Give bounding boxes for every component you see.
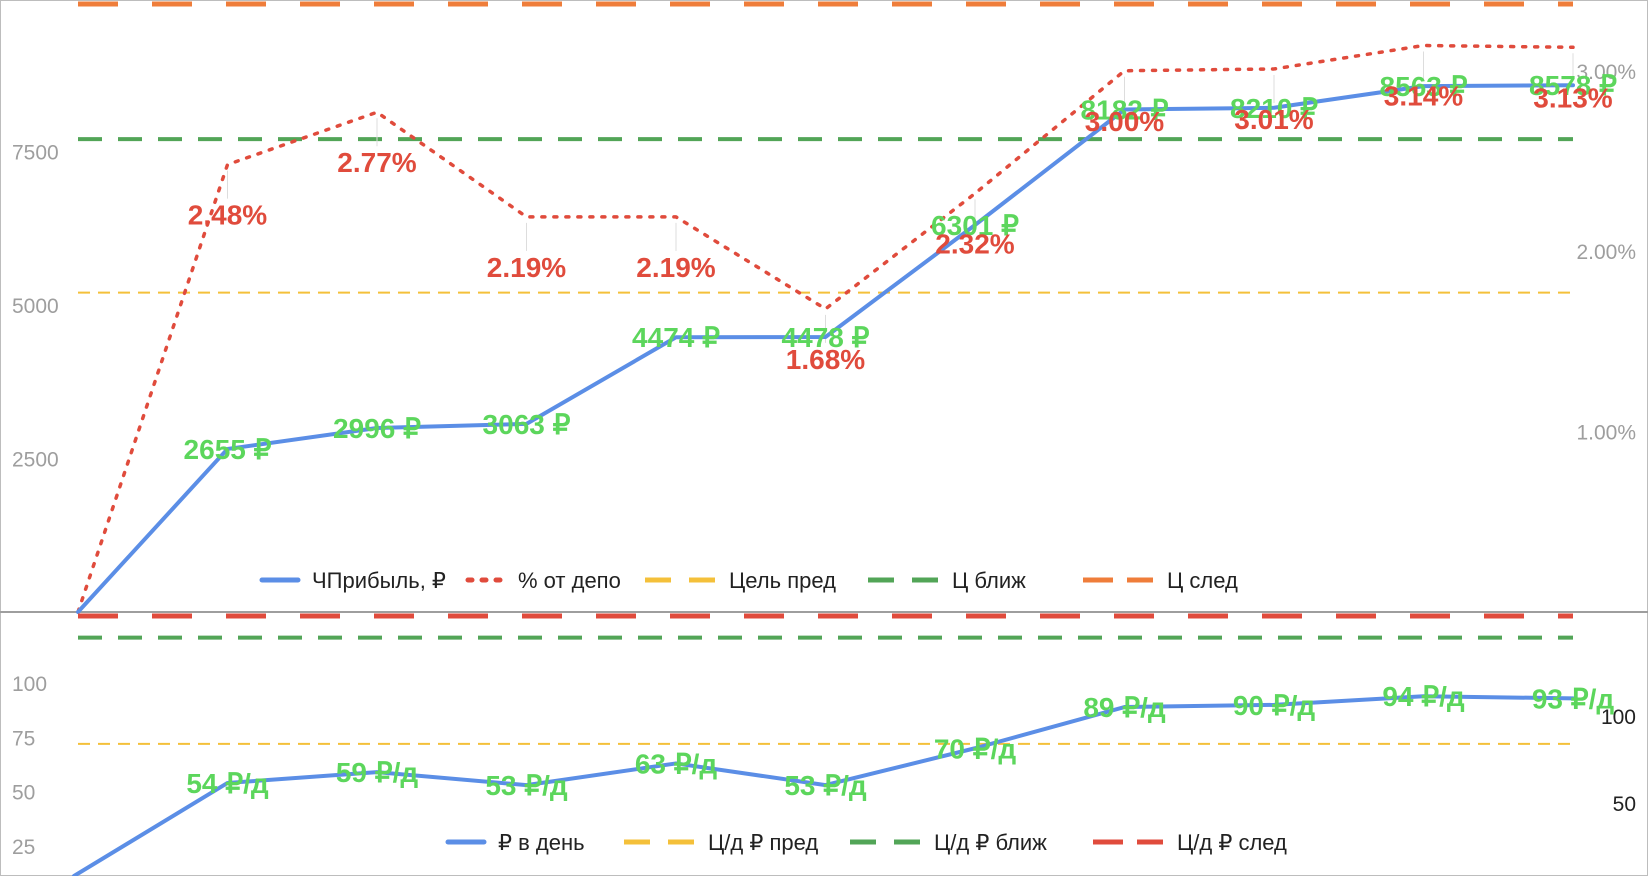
daily-data-label: 90 ₽/д <box>1233 690 1316 721</box>
y-axis-tick-label: 25 <box>12 836 35 859</box>
y2-axis-tick-label: 1.00% <box>1576 422 1636 445</box>
daily-data-label: 59 ₽/д <box>336 757 419 788</box>
y-axis-tick-label: 100 <box>12 673 47 696</box>
profit-data-label: 8182 ₽ <box>1081 95 1169 126</box>
daily-series-line <box>72 694 1575 876</box>
pct-data-label: 2.19% <box>636 252 715 283</box>
y2-axis-tick-label: 50 <box>1613 793 1636 816</box>
y-axis-tick-label: 5000 <box>12 295 59 318</box>
profit-chart: 2500 5000 7500 1.00% 2.00% 3.00% 2655 ₽ 2996 ₽ 3… <box>12 1 1636 614</box>
profit-data-label: 4478 ₽ <box>782 322 870 353</box>
y2-axis-tick-label: 3.00% <box>1576 61 1636 84</box>
daily-data-label: 54 ₽/д <box>186 768 269 799</box>
y-axis-tick-label: 2500 <box>12 448 59 471</box>
top-legend: ЧПрибыль, ₽ % от депо Цель пред Ц ближ Ц сле… <box>259 568 1238 593</box>
legend-label: Ц/д ₽ след <box>1177 830 1287 855</box>
pct-data-label: 3.14% <box>1384 80 1463 111</box>
legend-label: Ц ближ <box>952 568 1026 593</box>
y2-axis-tick-label: 100 <box>1601 706 1636 729</box>
profit-data-label: 2655 ₽ <box>184 434 272 465</box>
y2-axis-tick-label: 2.00% <box>1576 241 1636 264</box>
y-axis-tick-label: 75 <box>12 727 35 750</box>
pct-data-label: 2.32% <box>935 228 1014 259</box>
profit-data-label: 8578 ₽ <box>1529 70 1617 101</box>
pct-data-label: 2.77% <box>337 147 416 178</box>
bottom-legend: ₽ в день Ц/д ₽ пред Ц/д ₽ ближ Ц/д ₽ след <box>445 830 1287 855</box>
profit-data-label: 6301 ₽ <box>931 210 1019 241</box>
profit-data-label: 8563 ₽ <box>1380 71 1468 102</box>
daily-profit-chart: 25 50 75 100 50 100 54 ₽/д 59 ₽/д 53 ₽/д 63 ₽/д 53… <box>12 613 1636 876</box>
profit-data-label: 2996 ₽ <box>333 413 421 444</box>
pct-data-label: 3.01% <box>1234 104 1313 135</box>
legend-label: Ц/д ₽ пред <box>708 830 818 855</box>
y-axis-tick-label: 7500 <box>12 141 59 164</box>
pct-data-label: 3.13% <box>1533 82 1612 113</box>
daily-data-label: 53 ₽/д <box>784 770 867 801</box>
pct-data-label: 3.00% <box>1085 106 1164 137</box>
legend-label: Ц след <box>1167 568 1238 593</box>
daily-data-label: 63 ₽/д <box>635 748 718 779</box>
profit-series-line <box>76 83 1575 614</box>
profit-data-label: 4474 ₽ <box>632 322 720 353</box>
profit-data-label: 8210 ₽ <box>1230 93 1318 124</box>
legend-label: Цель пред <box>729 568 836 593</box>
profit-data-label: 3063 ₽ <box>483 409 571 440</box>
legend-label: Ц/д ₽ ближ <box>934 830 1047 855</box>
pct-data-label: 2.19% <box>487 252 566 283</box>
daily-data-label: 53 ₽/д <box>485 770 568 801</box>
pct-data-label: 1.68% <box>786 344 865 375</box>
daily-data-label: 70 ₽/д <box>934 733 1017 764</box>
daily-data-label: 94 ₽/д <box>1382 681 1465 712</box>
legend-label: ₽ в день <box>498 830 585 855</box>
pct-data-label: 2.48% <box>188 200 267 231</box>
legend-label: % от депо <box>518 568 621 593</box>
pct-series-line <box>76 43 1575 614</box>
y-axis-tick-label: 50 <box>12 782 35 805</box>
daily-data-label: 93 ₽/д <box>1532 683 1615 714</box>
daily-data-label: 89 ₽/д <box>1083 692 1166 723</box>
legend-label: ЧПрибыль, ₽ <box>312 568 446 593</box>
